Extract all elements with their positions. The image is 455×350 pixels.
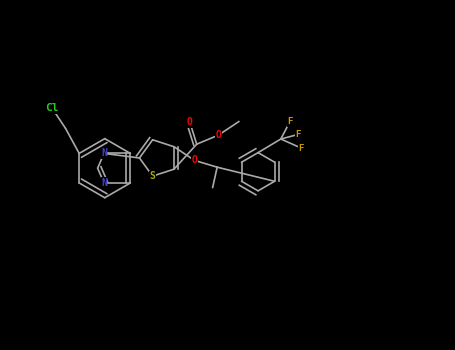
Text: N: N <box>101 148 107 159</box>
Text: O: O <box>187 117 193 127</box>
Text: F: F <box>287 117 293 126</box>
Text: O: O <box>192 155 197 165</box>
Text: F: F <box>298 144 304 153</box>
Text: S: S <box>150 171 156 181</box>
Text: N: N <box>101 178 107 188</box>
Text: Cl: Cl <box>45 103 59 113</box>
Text: O: O <box>216 130 222 140</box>
Text: F: F <box>295 130 301 139</box>
